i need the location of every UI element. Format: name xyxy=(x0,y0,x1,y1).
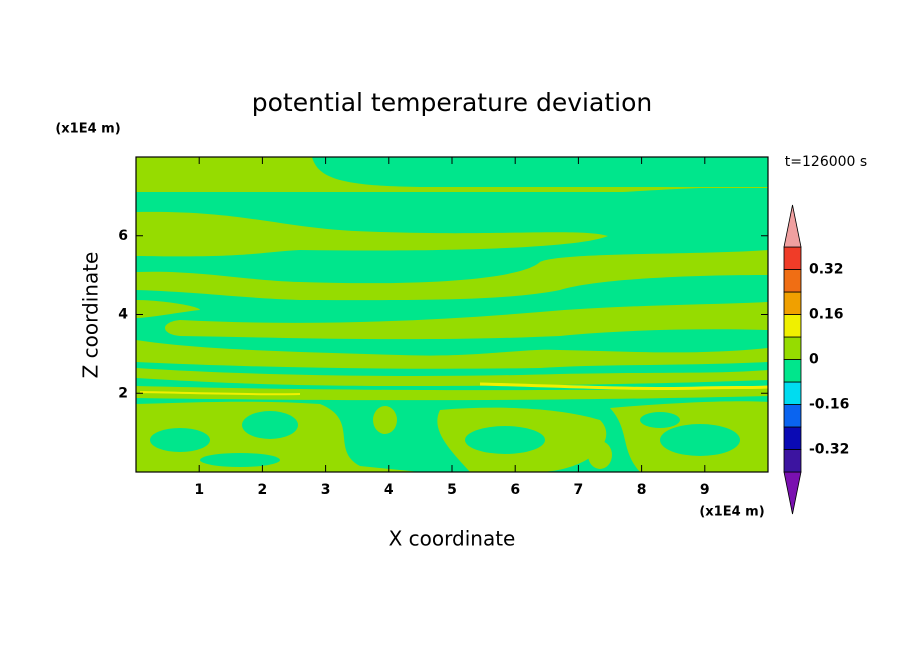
colorbar-box xyxy=(783,336,802,360)
y-tick-label: 6 xyxy=(118,228,128,244)
colorbar-extend-high xyxy=(783,204,802,248)
field-eddies xyxy=(150,406,740,469)
y-tick-label: 2 xyxy=(118,385,128,401)
colorbar-box xyxy=(783,449,802,473)
x-tick-label: 8 xyxy=(637,482,647,498)
field-max-streak xyxy=(139,391,301,396)
colorbar-extend-low xyxy=(783,471,802,515)
field-max-streak xyxy=(479,382,769,391)
colorbar-box xyxy=(783,426,802,450)
colorbar-box xyxy=(783,246,802,270)
x-tick-label: 3 xyxy=(321,482,331,498)
x-tick-label: 6 xyxy=(510,482,520,498)
colorbar-tick-label: 0 xyxy=(809,352,819,368)
time-label: t=126000 s xyxy=(785,154,867,170)
colorbar-box xyxy=(783,291,802,315)
x-unit: (x1E4 m) xyxy=(699,505,764,520)
y-unit: (x1E4 m) xyxy=(55,122,120,137)
colorbar-box xyxy=(783,404,802,428)
colorbar-tick-label: -0.32 xyxy=(809,442,849,458)
colorbar-tick-label: -0.16 xyxy=(809,397,849,413)
x-tick-label: 1 xyxy=(194,482,204,498)
x-tick-label: 7 xyxy=(574,482,584,498)
x-tick-label: 4 xyxy=(384,482,394,498)
chart-title: potential temperature deviation xyxy=(252,88,652,117)
colorbar-box xyxy=(783,381,802,405)
colorbar-tick-label: 0.16 xyxy=(809,307,844,323)
colorbar-box xyxy=(783,314,802,338)
y-tick-label: 4 xyxy=(118,307,128,323)
y-axis-label: Z coordinate xyxy=(79,252,103,379)
x-tick-label: 9 xyxy=(700,482,710,498)
colorbar-box xyxy=(783,359,802,383)
contour-field xyxy=(136,157,769,472)
colorbar-tick-label: 0.32 xyxy=(809,262,844,278)
colorbar-box xyxy=(783,269,802,293)
x-tick-label: 5 xyxy=(447,482,457,498)
x-tick-label: 2 xyxy=(258,482,268,498)
x-axis-label: X coordinate xyxy=(389,527,516,551)
